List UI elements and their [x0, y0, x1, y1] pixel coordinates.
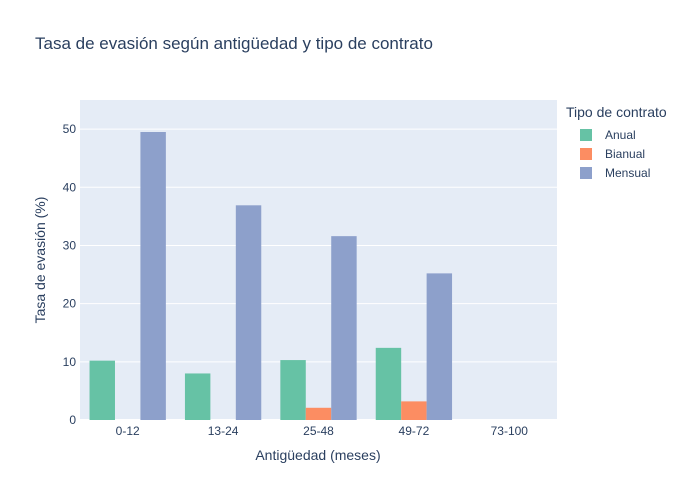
legend: Tipo de contrato Anual Bianual Mensual — [566, 104, 667, 182]
x-axis-title: Antigüedad (meses) — [255, 447, 380, 463]
bars — [89, 132, 453, 420]
y-tick-labels: 0 10 20 30 40 50 — [63, 122, 77, 427]
y-tick-label: 10 — [63, 355, 77, 369]
bar-anual-25-48[interactable] — [280, 360, 306, 420]
x-tick-label: 0-12 — [116, 424, 140, 438]
legend-label-bianual: Bianual — [605, 146, 646, 161]
bar-mensual-0-12[interactable] — [140, 132, 166, 420]
chart-title: Tasa de evasión según antigüedad y tipo … — [35, 34, 433, 53]
x-tick-label: 73-100 — [491, 424, 529, 438]
bar-mensual-13-24[interactable] — [235, 205, 262, 420]
bar-mensual-25-48[interactable] — [331, 236, 357, 420]
y-tick-label: 30 — [63, 238, 77, 252]
y-tick-label: 50 — [63, 122, 77, 136]
bar-mensual-49-72[interactable] — [426, 273, 453, 420]
y-axis-title: Tasa de evasión (%) — [32, 197, 48, 324]
x-tick-labels: 0-12 13-24 25-48 49-72 73-100 — [116, 424, 529, 438]
y-tick-label: 20 — [63, 297, 77, 311]
legend-title: Tipo de contrato — [566, 104, 667, 120]
bar-bianual-25-48[interactable] — [305, 407, 332, 420]
legend-swatch-bianual — [580, 147, 592, 160]
bar-anual-49-72[interactable] — [375, 347, 402, 420]
legend-item-anual[interactable]: Anual — [566, 125, 667, 144]
legend-item-bianual[interactable]: Bianual — [566, 144, 667, 163]
legend-label-mensual: Mensual — [605, 165, 651, 180]
x-tick-label: 25-48 — [303, 424, 334, 438]
bar-bianual-49-72[interactable] — [401, 401, 427, 420]
x-tick-label: 49-72 — [399, 424, 430, 438]
legend-swatch-anual — [580, 128, 592, 141]
legend-swatch-mensual — [580, 166, 592, 179]
y-tick-label: 40 — [63, 180, 77, 194]
y-tick-label: 0 — [69, 413, 76, 427]
legend-item-mensual[interactable]: Mensual — [566, 163, 667, 182]
legend-label-anual: Anual — [605, 127, 636, 142]
bar-anual-13-24[interactable] — [184, 373, 211, 420]
bar-anual-0-12[interactable] — [89, 360, 115, 420]
x-tick-label: 13-24 — [208, 424, 239, 438]
